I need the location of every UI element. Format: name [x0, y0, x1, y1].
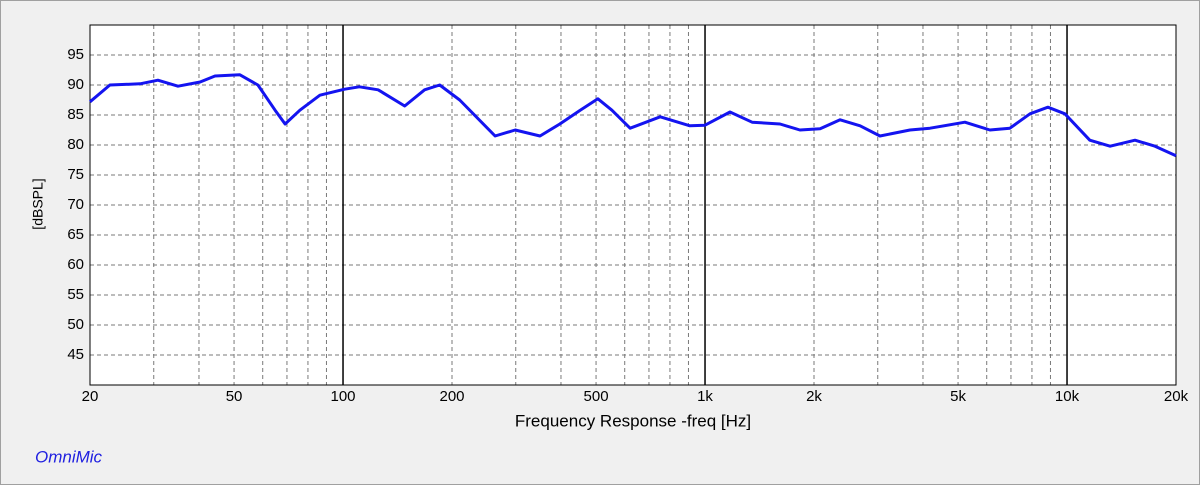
response-line: [89, 73, 1177, 158]
x-tick-label: 200: [439, 388, 464, 405]
y-tick-label: 95: [67, 46, 84, 63]
x-tick-label: 20: [82, 388, 99, 405]
x-tick-label: 2k: [806, 388, 822, 405]
y-tick-label: 45: [67, 346, 84, 363]
y-tick-label: 55: [67, 286, 84, 303]
x-tick-label: 1k: [697, 388, 713, 405]
brand-label: OmniMic: [35, 447, 103, 466]
x-tick-label: 100: [331, 388, 356, 405]
y-tick-label: 65: [67, 226, 84, 243]
y-tick-label: 85: [67, 106, 84, 123]
y-tick-label: 60: [67, 256, 84, 273]
y-tick-label: 70: [67, 196, 84, 213]
x-tick-label: 20k: [1164, 388, 1189, 405]
plot-border: [89, 24, 1177, 386]
x-tick-label: 5k: [950, 388, 966, 405]
y-tick-label: 90: [67, 76, 84, 93]
x-tick-label: 10k: [1055, 388, 1080, 405]
y-axis-label: [dBSPL]: [30, 178, 46, 229]
x-tick-label: 500: [584, 388, 609, 405]
y-tick-label: 80: [67, 136, 84, 153]
x-axis-label: Frequency Response -freq [Hz]: [515, 411, 751, 430]
x-tick-label: 50: [226, 388, 243, 405]
y-tick-label: 75: [67, 166, 84, 183]
y-tick-label: 50: [67, 316, 84, 333]
